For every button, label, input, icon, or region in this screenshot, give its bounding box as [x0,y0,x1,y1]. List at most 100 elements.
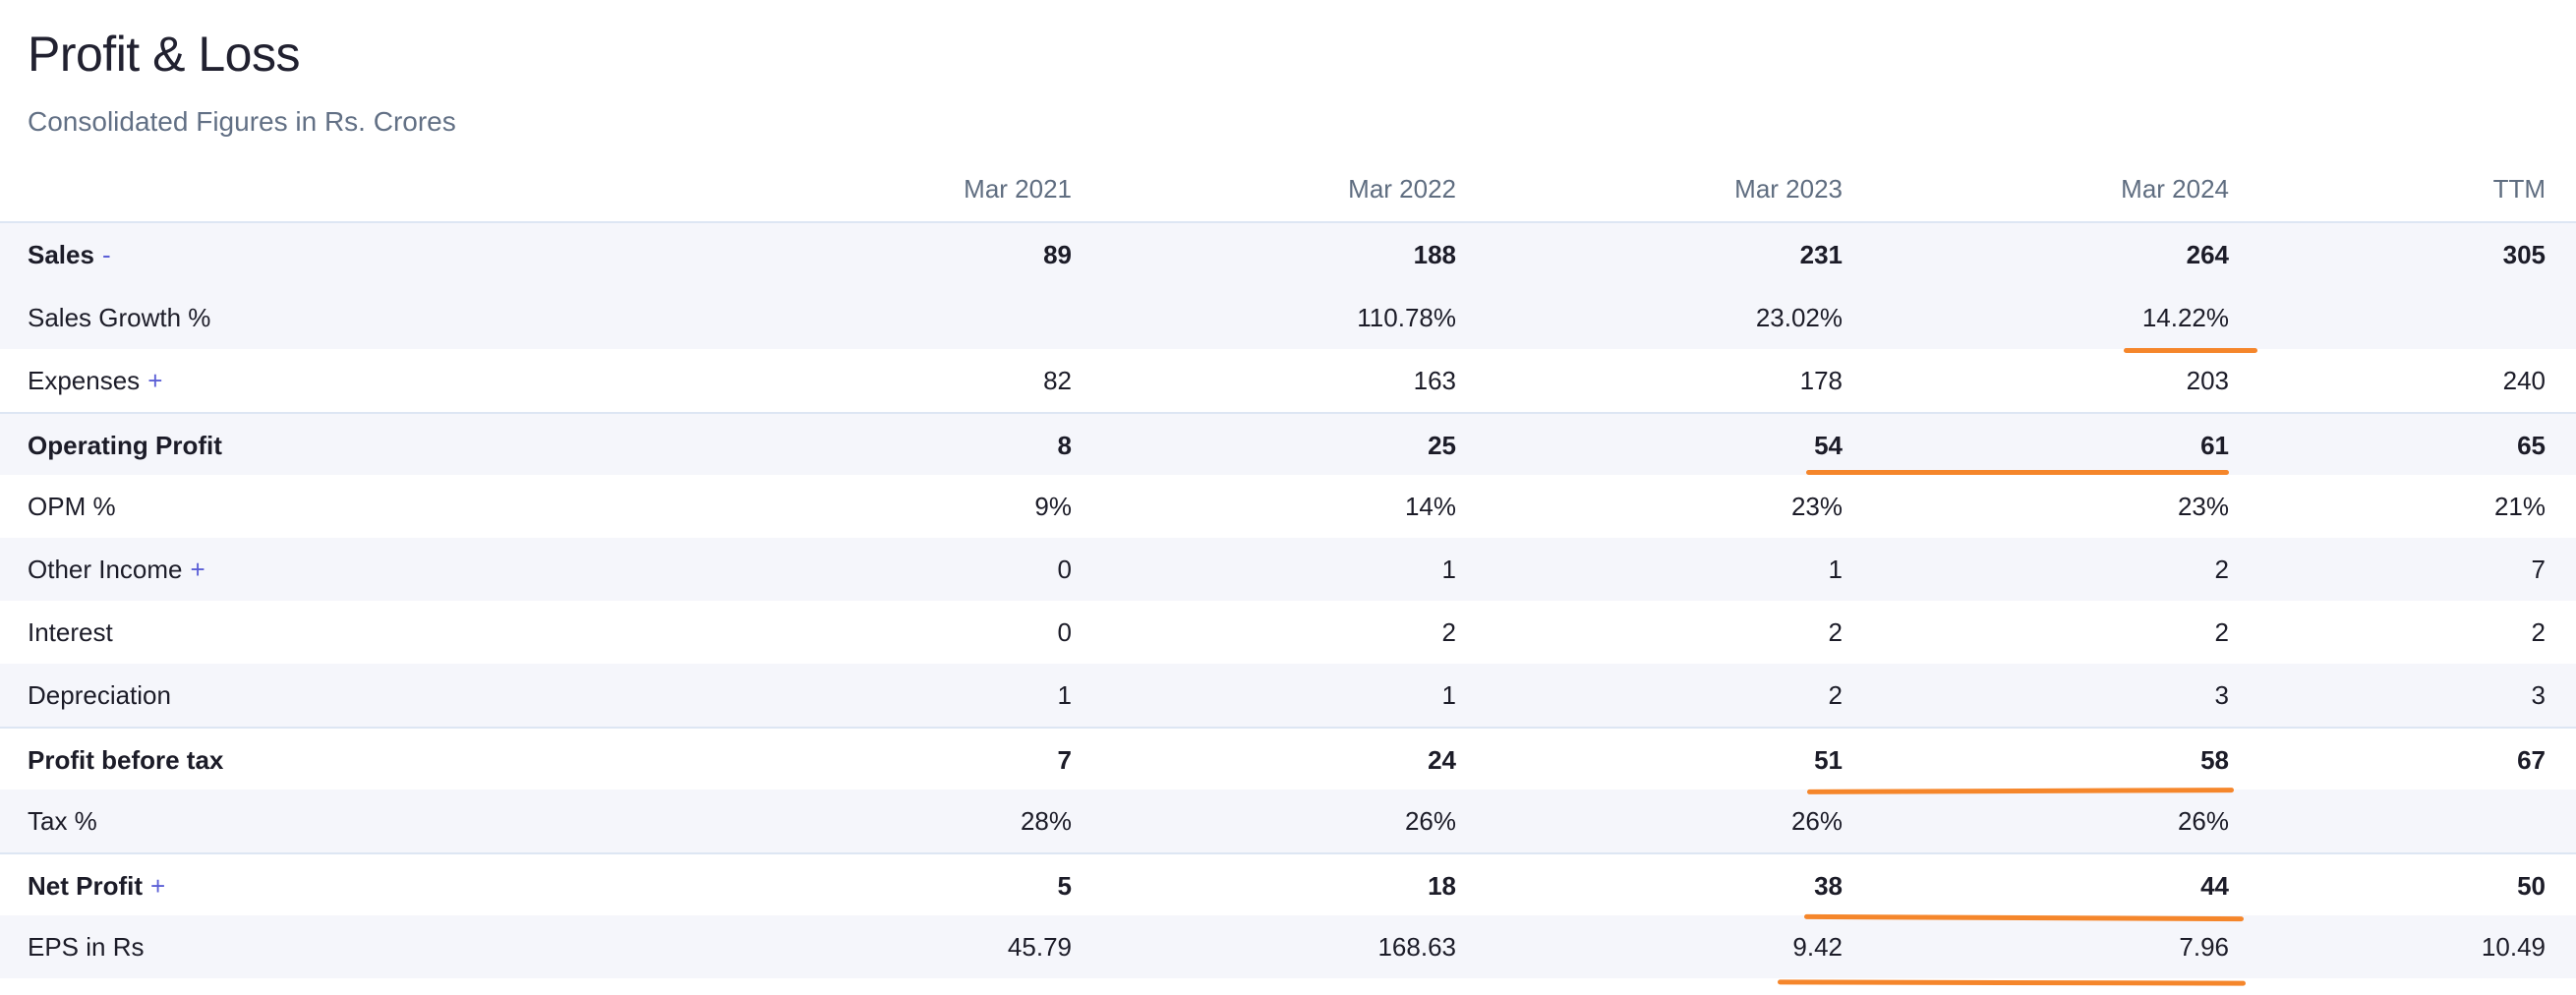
table-cell: 82 [1043,366,1072,395]
table-row-net-profit: Net Profit + 5 18 38 44 50 [0,852,2576,915]
table-cell: 1 [1441,555,1456,584]
table-cell: 51 [1814,745,1843,775]
table-row-sales-growth: Sales Growth % 110.78% 23.02% 14.22% [0,286,2576,349]
table-cell: 28% [1020,806,1072,836]
table-cell [2251,790,2546,852]
table-cell: 188 [1413,240,1456,269]
table-row-expenses: Expenses + 82 163 178 203 240 [0,349,2576,412]
table-row-interest: Interest 0 2 2 2 2 [0,601,2576,664]
table-cell: 0 [1057,617,1072,647]
table-cell: 3 [2214,680,2229,710]
table-cell: 23.02% [1755,303,1843,332]
table-row-other-income: Other Income + 0 1 1 2 7 [0,538,2576,601]
table-cell: 3 [2531,680,2546,710]
table-cell: 168.63 [1377,932,1456,962]
table-cell: 65 [2517,431,2546,460]
row-label-profit-before-tax: Profit before tax [28,745,224,775]
table-row-operating-profit: Operating Profit 8 25 54 61 65 [0,412,2576,475]
row-label-sales-growth: Sales Growth % [28,303,211,332]
table-cell: 38 [1814,871,1843,901]
row-label-opm: OPM % [28,492,116,521]
highlight-underline-eps [1777,979,2247,986]
table-cell: 26% [1790,806,1843,836]
column-header-mar-2022: Mar 2022 [1348,174,1456,204]
table-header-row: Mar 2021 Mar 2022 Mar 2023 Mar 2024 TTM [0,157,2576,223]
table-cell: 26% [2177,806,2229,836]
table-cell: 26% [1404,806,1456,836]
table-cell: 2 [1441,617,1456,647]
highlight-underline-operating-profit [1806,470,2229,475]
table-cell: 25 [1428,431,1456,460]
table-cell: 163 [1413,366,1456,395]
table-cell: 203 [2186,366,2229,395]
table-cell: 1 [1057,680,1072,710]
table-cell: 305 [2502,240,2546,269]
column-header-mar-2021: Mar 2021 [964,174,1072,204]
table-cell: 50 [2517,871,2546,901]
profit-loss-table: Mar 2021 Mar 2022 Mar 2023 Mar 2024 TTM … [0,157,2576,978]
table-row-tax: Tax % 28% 26% 26% 26% [0,790,2576,852]
table-cell: 14% [1404,492,1456,521]
table-cell: 45.79 [1007,932,1072,962]
table-cell: 2 [1828,617,1843,647]
table-cell: 1 [1828,555,1843,584]
table-cell: 54 [1814,431,1843,460]
table-cell: 231 [1799,240,1843,269]
table-cell: 24 [1428,745,1456,775]
highlight-underline-sales-growth [2124,348,2257,353]
table-cell: 2 [2214,617,2229,647]
table-cell: 264 [2186,240,2229,269]
table-cell: 10.49 [2481,932,2546,962]
collapse-sales-button[interactable]: - [101,240,111,269]
table-cell: 7 [1057,745,1072,775]
table-cell: 61 [2200,431,2229,460]
table-cell: 23% [1790,492,1843,521]
page-title: Profit & Loss [28,27,300,82]
table-cell: 58 [2200,745,2229,775]
row-label-interest: Interest [28,617,113,647]
table-cell: 21% [2493,492,2546,521]
table-cell: 9.42 [1792,932,1843,962]
column-header-ttm: TTM [2492,174,2546,204]
table-row-sales: Sales - 89 188 231 264 305 [0,223,2576,286]
expand-other-income-button[interactable]: + [190,555,205,584]
table-cell: 18 [1428,871,1456,901]
table-row-depreciation: Depreciation 1 1 2 3 3 [0,664,2576,727]
table-cell: 9% [1034,492,1072,521]
expand-net-profit-button[interactable]: + [150,871,166,901]
table-row-profit-before-tax: Profit before tax 7 24 51 58 67 [0,727,2576,790]
table-row-opm: OPM % 9% 14% 23% 23% 21% [0,475,2576,538]
row-label-depreciation: Depreciation [28,680,171,710]
table-cell [2251,286,2546,349]
table-cell: 8 [1057,431,1072,460]
table-cell: 89 [1043,240,1072,269]
table-cell: 0 [1057,555,1072,584]
row-label-eps: EPS in Rs [28,932,145,962]
table-cell: 110.78% [1357,303,1456,332]
table-cell: 2 [1828,680,1843,710]
table-cell: 2 [2214,555,2229,584]
table-cell: 178 [1799,366,1843,395]
table-cell: 7 [2531,555,2546,584]
table-cell: 44 [2200,871,2229,901]
table-cell: 23% [2177,492,2229,521]
table-cell: 2 [2531,617,2546,647]
column-header-mar-2023: Mar 2023 [1734,174,1843,204]
table-cell: 7.96 [2179,932,2229,962]
table-cell: 1 [1441,680,1456,710]
expand-expenses-button[interactable]: + [147,366,163,395]
row-label-expenses[interactable]: Expenses + [28,366,163,395]
table-cell: 5 [1057,871,1072,901]
table-cell: 67 [2517,745,2546,775]
row-label-operating-profit: Operating Profit [28,431,222,460]
page-subtitle: Consolidated Figures in Rs. Crores [28,106,456,137]
row-label-sales[interactable]: Sales - [28,240,111,269]
row-label-net-profit[interactable]: Net Profit + [28,871,166,901]
table-cell: 14.22% [2141,303,2229,332]
table-cell [777,286,1072,349]
table-row-eps: EPS in Rs 45.79 168.63 9.42 7.96 10.49 [0,915,2576,978]
table-cell: 240 [2502,366,2546,395]
row-label-tax: Tax % [28,806,97,836]
column-header-mar-2024: Mar 2024 [2121,174,2229,204]
row-label-other-income[interactable]: Other Income + [28,555,205,584]
